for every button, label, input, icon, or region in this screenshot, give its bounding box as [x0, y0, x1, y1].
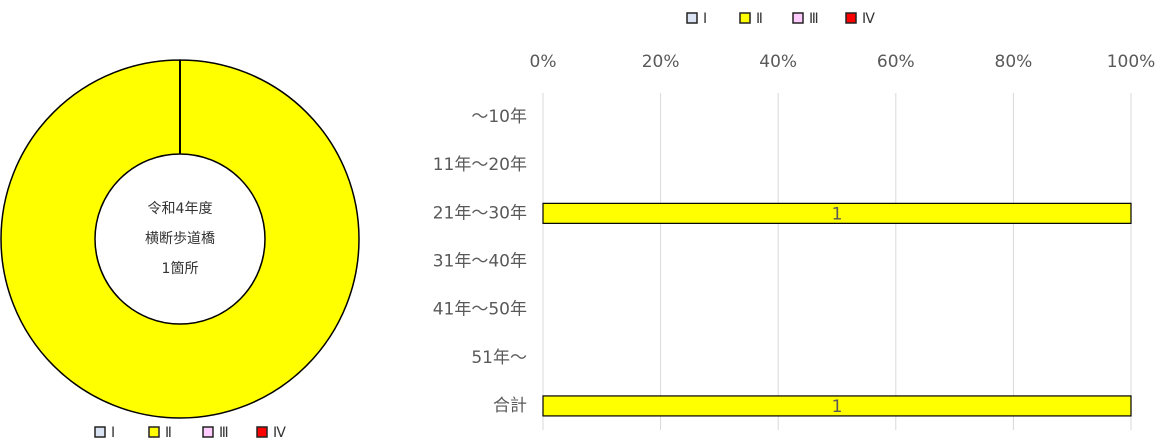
y-tick-label: 11年～20年: [433, 155, 527, 175]
legend-label: Ⅱ: [165, 425, 172, 441]
data-label: 1: [832, 397, 843, 417]
legend-swatch: [148, 426, 160, 438]
pie-slice: [0, 59, 360, 419]
legend-swatch: [739, 12, 751, 24]
legend-label: Ⅰ: [111, 425, 115, 441]
legend-label: Ⅱ: [756, 11, 763, 27]
data-label: 1: [832, 204, 843, 224]
x-tick-label: 0%: [530, 52, 557, 72]
y-tick-label: 21年～30年: [433, 203, 527, 223]
x-tick-label: 20%: [642, 52, 680, 72]
x-tick-label: 40%: [759, 52, 797, 72]
y-tick-label: 31年～40年: [433, 252, 527, 272]
legend-label: Ⅳ: [862, 11, 875, 27]
x-tick-label: 80%: [995, 52, 1033, 72]
legend-swatch: [686, 12, 698, 24]
y-tick-label: 41年～50年: [433, 300, 527, 320]
center-text: 1箇所: [162, 260, 199, 277]
y-tick-label: 合計: [493, 396, 527, 416]
x-tick-label: 60%: [877, 52, 915, 72]
legend-label: Ⅲ: [219, 425, 229, 441]
legend-swatch: [202, 426, 214, 438]
bar: [542, 202, 1132, 224]
legend-swatch: [256, 426, 268, 438]
center-text: 令和4年度: [148, 201, 213, 217]
legend-swatch: [94, 426, 106, 438]
bar: [542, 395, 1132, 417]
y-tick-label: 51年～: [471, 348, 527, 368]
legend-swatch: [845, 12, 857, 24]
legend-label: Ⅳ: [273, 425, 286, 441]
y-tick-label: ～10年: [471, 107, 527, 127]
x-tick-label: 100%: [1107, 52, 1156, 72]
legend-label: Ⅰ: [703, 11, 707, 27]
center-text: 横断歩道橋: [145, 231, 215, 247]
legend-label: Ⅲ: [809, 11, 819, 27]
legend-swatch: [792, 12, 804, 24]
